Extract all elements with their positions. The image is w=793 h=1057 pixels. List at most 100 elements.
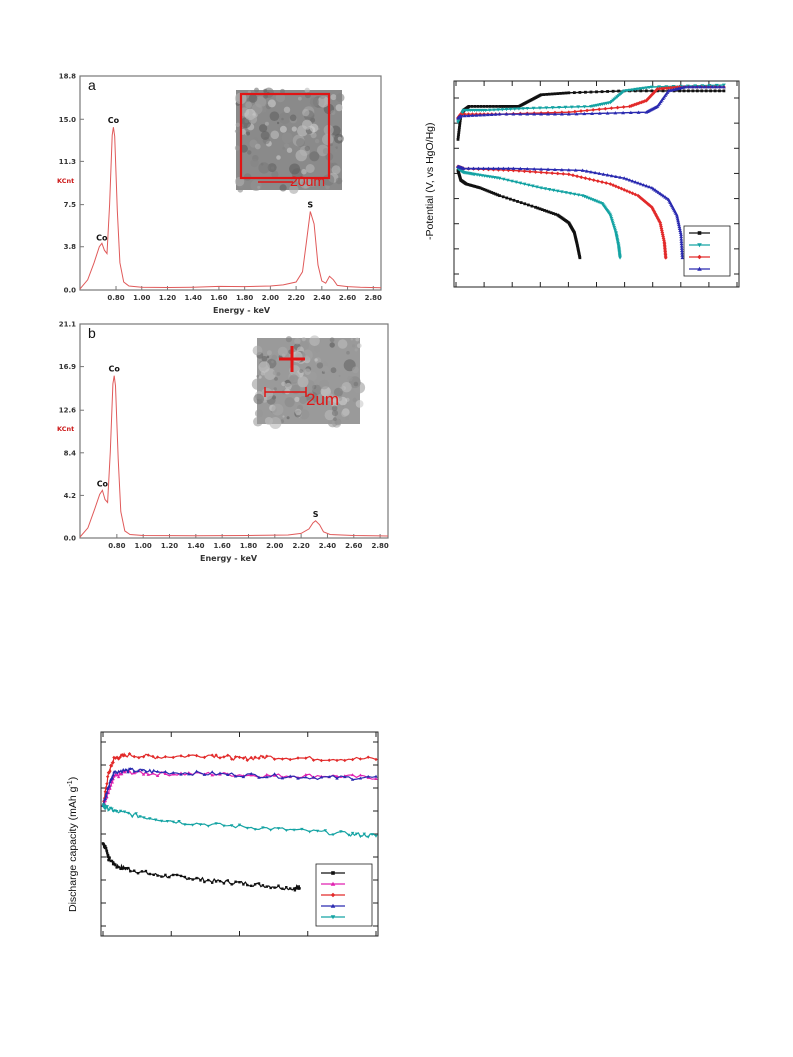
data-marker [300,827,304,831]
data-marker [548,92,551,96]
data-marker [110,807,114,811]
data-marker [554,212,557,216]
data-marker [633,180,638,184]
data-marker [516,200,519,203]
data-marker [613,184,618,189]
data-marker [574,112,579,116]
data-marker [545,92,549,96]
data-marker [191,823,195,827]
data-marker [503,105,507,108]
data-marker [466,166,471,170]
x-tick-label: 2.60 [339,294,356,302]
data-marker [218,771,222,775]
data-marker [680,253,685,257]
data-marker [518,166,523,171]
data-marker [119,867,122,870]
data-marker [330,903,336,908]
data-marker [458,114,463,118]
data-marker [257,882,261,885]
data-marker [272,773,277,777]
data-marker [605,111,610,115]
data-marker [679,237,684,241]
y-tick-label: 7.5 [64,201,77,209]
data-marker [657,86,662,91]
data-marker [578,91,582,94]
data-marker [156,874,159,877]
cy-series-black [101,842,301,892]
data-marker [497,176,502,181]
edx-b-y-label: KCnt [57,425,74,433]
data-marker [553,92,557,96]
data-marker [518,112,523,116]
data-marker [358,835,363,839]
data-marker [506,166,511,170]
data-marker [110,776,115,780]
data-marker [500,105,503,108]
data-marker [691,89,695,93]
data-marker [319,758,324,763]
data-marker [343,758,347,763]
data-marker [693,84,698,88]
data-marker [612,227,617,231]
data-marker [116,757,121,761]
data-marker [630,191,635,196]
cd-series-blue [456,85,726,260]
data-marker [617,89,621,93]
data-marker [563,105,568,110]
data-marker [526,203,530,207]
data-marker [530,204,534,208]
data-marker [501,177,506,182]
data-marker [687,89,690,93]
data-marker [265,775,269,779]
data-marker [522,182,527,186]
data-marker [490,191,494,194]
data-marker [233,755,238,759]
data-marker [141,772,146,776]
data-marker [111,773,115,777]
data-marker [492,191,496,195]
data-marker [504,112,509,116]
data-marker [619,186,624,191]
data-marker [678,230,683,234]
data-marker [311,758,316,762]
data-marker [265,773,269,776]
data-marker [618,175,622,179]
data-marker [253,883,257,886]
data-marker [543,187,548,191]
data-marker [718,89,721,93]
data-marker [609,217,614,221]
data-marker [559,112,564,116]
data-marker [194,753,199,758]
data-marker [249,755,253,760]
data-marker [636,110,641,114]
data-marker [111,760,115,765]
data-marker [486,112,490,117]
data-marker [211,881,214,884]
x-tick-label: 0.80 [107,294,124,302]
data-marker [611,89,615,93]
data-marker [327,775,331,778]
data-marker [713,89,717,93]
data-marker [508,197,512,201]
data-marker [678,89,681,93]
data-marker [207,878,210,882]
x-tick-label: 2.20 [287,294,304,302]
data-marker [155,774,160,778]
data-marker [105,782,109,786]
data-marker [679,246,684,250]
data-marker [612,225,617,230]
data-marker [636,87,640,91]
data-marker [597,111,602,115]
data-marker [284,829,288,833]
data-marker [129,870,132,873]
data-marker [679,234,684,239]
data-marker [311,775,316,779]
data-marker [132,771,136,775]
data-marker [478,186,482,190]
edx-a-spectrum-line [79,127,382,290]
data-marker [585,108,589,113]
x-tick-label: 1.20 [159,294,176,302]
data-marker [350,777,355,781]
data-marker [144,869,148,873]
data-marker [164,873,167,877]
